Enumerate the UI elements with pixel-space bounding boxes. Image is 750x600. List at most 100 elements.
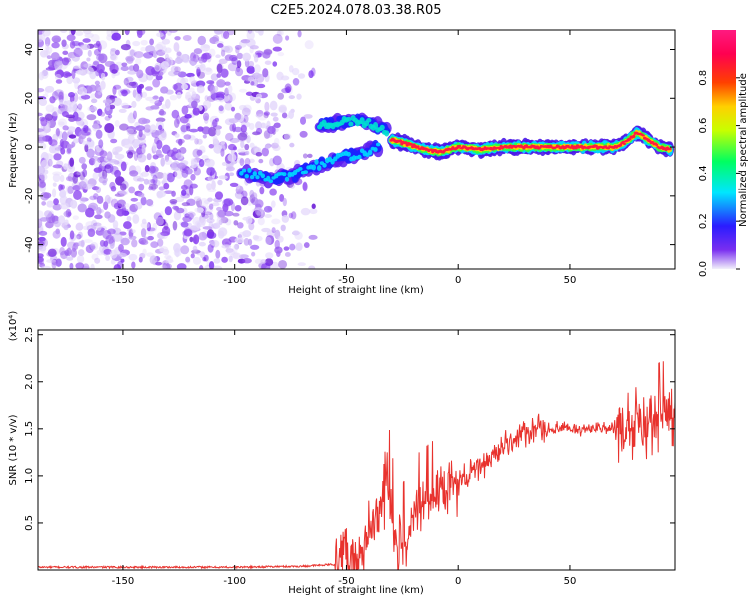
noise-blob xyxy=(55,228,60,235)
noise-blob xyxy=(285,35,290,41)
trace-blob xyxy=(252,171,258,177)
noise-blob xyxy=(276,30,282,37)
noise-blob xyxy=(247,76,255,82)
snr-y-multiplier: (x10⁴) xyxy=(8,311,19,342)
noise-blob xyxy=(128,186,136,194)
noise-blob xyxy=(78,86,88,96)
noise-blob xyxy=(160,130,167,138)
noise-blob xyxy=(190,253,195,259)
noise-blob xyxy=(141,91,148,98)
spectrogram-x-tick-label: -150 xyxy=(112,275,135,286)
noise-blob xyxy=(242,52,251,62)
noise-blob xyxy=(134,201,143,210)
noise-blob xyxy=(76,233,82,240)
noise-blob xyxy=(233,220,239,226)
noise-blob xyxy=(130,197,139,202)
noise-blob xyxy=(68,134,77,139)
noise-blob xyxy=(209,81,215,86)
noise-blob xyxy=(38,134,46,144)
noise-blob xyxy=(170,162,177,171)
noise-blob xyxy=(227,62,238,72)
noise-blob xyxy=(255,206,264,216)
noise-blob xyxy=(44,37,51,47)
snr-x-tick-label: -150 xyxy=(112,576,135,587)
noise-blob xyxy=(295,242,303,252)
noise-blob xyxy=(129,49,135,57)
noise-blob xyxy=(138,158,145,163)
noise-blob xyxy=(94,214,103,220)
noise-blob xyxy=(103,201,109,210)
noise-blob xyxy=(173,118,180,128)
noise-blob xyxy=(51,188,57,198)
noise-blob xyxy=(138,183,145,191)
noise-blob xyxy=(283,133,292,140)
noise-blob xyxy=(182,35,192,42)
spectrogram-x-tick-label: -50 xyxy=(338,275,354,286)
noise-blob xyxy=(197,35,207,46)
noise-blob xyxy=(66,164,76,173)
noise-blob xyxy=(256,209,266,219)
noise-blob xyxy=(272,61,278,67)
noise-blob xyxy=(159,108,165,116)
noise-blob xyxy=(70,248,78,258)
noise-blob xyxy=(206,166,216,176)
noise-blob xyxy=(303,242,310,249)
noise-blob xyxy=(96,222,102,232)
noise-blob xyxy=(97,108,103,116)
noise-blob xyxy=(120,161,127,172)
noise-blob xyxy=(255,127,263,135)
noise-blob xyxy=(77,231,83,239)
noise-blob xyxy=(94,80,101,86)
noise-blob xyxy=(220,141,226,145)
colorbar-tick-label: 0.8 xyxy=(698,70,709,86)
trace-blob xyxy=(255,175,260,180)
noise-blob xyxy=(45,67,56,71)
noise-blob xyxy=(282,197,287,207)
noise-blob xyxy=(120,65,129,72)
snr-y-tick-label: 0.5 xyxy=(24,515,35,531)
noise-blob xyxy=(123,221,132,230)
noise-blob xyxy=(218,105,224,112)
noise-blob xyxy=(51,144,61,154)
noise-blob xyxy=(69,94,75,103)
noise-blob xyxy=(75,222,84,231)
noise-blob xyxy=(38,34,43,43)
snr-x-tick-label: -50 xyxy=(338,576,354,587)
noise-blob xyxy=(46,200,54,208)
noise-blob xyxy=(140,46,147,52)
noise-blob xyxy=(132,175,142,182)
noise-blob xyxy=(296,93,302,100)
noise-blob xyxy=(105,103,111,112)
noise-blob xyxy=(60,30,67,34)
noise-blob xyxy=(38,257,45,265)
noise-blob xyxy=(38,243,44,250)
noise-blob xyxy=(217,43,224,48)
noise-blob xyxy=(155,261,163,266)
noise-blob xyxy=(246,30,255,41)
noise-blob xyxy=(136,30,146,36)
noise-blob xyxy=(44,210,52,218)
noise-blob xyxy=(289,183,296,189)
noise-blob xyxy=(152,95,159,100)
noise-blob xyxy=(234,243,240,250)
noise-blob xyxy=(281,214,290,223)
noise-blob xyxy=(120,102,129,110)
noise-blob xyxy=(38,87,45,93)
noise-blob xyxy=(186,211,196,218)
noise-blob xyxy=(187,87,195,93)
noise-blob xyxy=(239,104,247,111)
noise-blob xyxy=(38,71,44,81)
noise-blob xyxy=(110,259,116,265)
noise-blob xyxy=(240,196,249,206)
noise-blob xyxy=(193,196,202,201)
noise-blob xyxy=(311,203,316,209)
noise-blob xyxy=(189,183,198,189)
noise-blob xyxy=(261,147,270,157)
noise-blob xyxy=(93,159,100,168)
noise-blob xyxy=(177,162,186,169)
noise-blob xyxy=(38,236,46,242)
noise-blob xyxy=(246,38,256,48)
noise-blob xyxy=(156,32,164,38)
noise-blob xyxy=(238,40,247,48)
noise-blob xyxy=(198,159,205,168)
